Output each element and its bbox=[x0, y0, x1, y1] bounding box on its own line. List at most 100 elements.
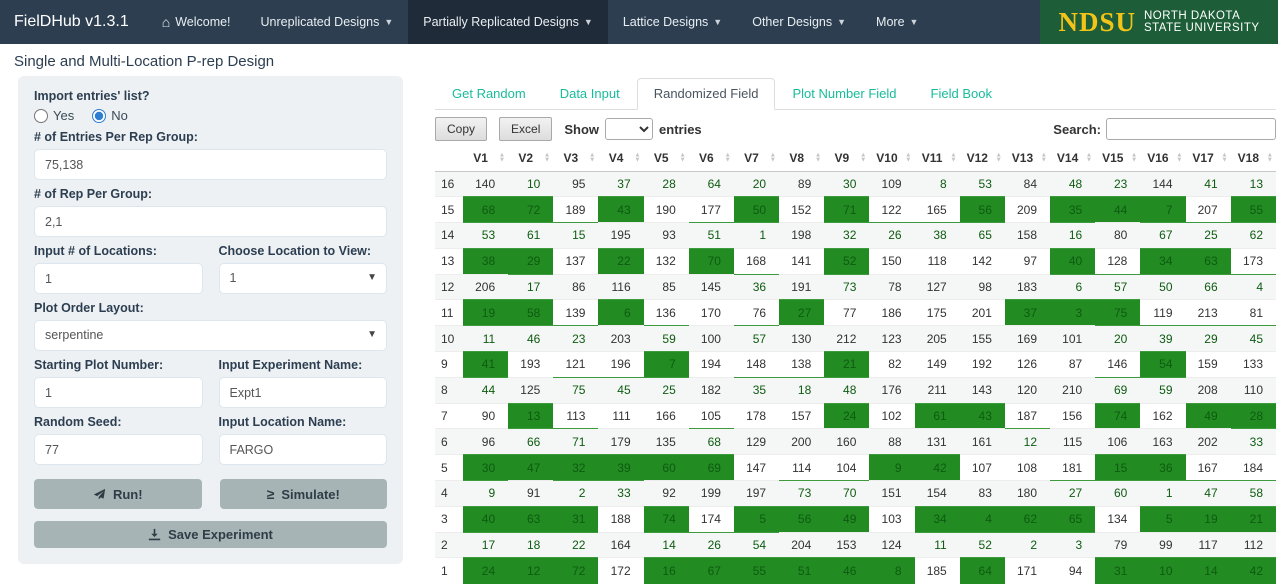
page-length-select[interactable] bbox=[605, 118, 654, 140]
nav-item-welcome[interactable]: ⌂ Welcome! bbox=[147, 0, 246, 44]
nav-item-label: Welcome! bbox=[175, 15, 231, 29]
field-cell: 60 bbox=[643, 454, 689, 481]
nav-item-lattice-designs[interactable]: Lattice Designs ▼ bbox=[608, 0, 737, 44]
column-header-v18[interactable]: V18 ▲ ▼ bbox=[1230, 145, 1276, 172]
column-header-v17[interactable]: V17 ▲ ▼ bbox=[1185, 145, 1231, 172]
field-cell: 57 bbox=[733, 325, 780, 352]
field-cell: 161 bbox=[959, 428, 1005, 455]
field-cell: 8 bbox=[869, 557, 915, 584]
nav-item-other-designs[interactable]: Other Designs ▼ bbox=[737, 0, 861, 44]
experiment-name-input[interactable] bbox=[218, 377, 387, 408]
location-name-input[interactable] bbox=[218, 434, 387, 465]
field-cell: 130 bbox=[779, 325, 825, 352]
column-header-label: V1 bbox=[473, 150, 488, 165]
field-cell: 107 bbox=[959, 454, 1005, 481]
radio-no-label: No bbox=[111, 108, 128, 123]
field-cell: 67 bbox=[1140, 222, 1186, 249]
column-header-label: V5 bbox=[653, 150, 669, 165]
field-cell: 21 bbox=[1230, 505, 1276, 533]
entries-per-rep-input[interactable] bbox=[34, 149, 387, 180]
plot-order-label: Plot Order Layout: bbox=[34, 301, 144, 315]
table-row: 16 140 10 95 37 28 64 20 89 30 109 8 53 84 48 23 144 41 13 bbox=[435, 170, 1276, 197]
column-header-v16[interactable]: V16 ▲ ▼ bbox=[1140, 145, 1186, 172]
field-cell: 210 bbox=[1050, 376, 1096, 404]
column-header-v14[interactable]: V14 ▲ ▼ bbox=[1050, 145, 1096, 172]
rep-per-group-label: # of Rep Per Group: bbox=[34, 187, 153, 201]
column-header-v8[interactable]: V8 ▲ ▼ bbox=[779, 145, 825, 172]
field-cell: 30 bbox=[463, 454, 509, 481]
field-cell: 54 bbox=[1140, 351, 1186, 378]
random-seed-input[interactable] bbox=[34, 434, 203, 465]
field-cell: 75 bbox=[1095, 299, 1141, 326]
tab-plot-number-field[interactable]: Plot Number Field bbox=[792, 86, 897, 101]
column-header-v2[interactable]: V2 ▲ ▼ bbox=[508, 145, 554, 172]
search-input[interactable] bbox=[1106, 118, 1276, 140]
field-cell: 180 bbox=[1004, 480, 1051, 507]
column-header-v11[interactable]: V11 ▲ ▼ bbox=[914, 145, 960, 172]
field-cell: 119 bbox=[1140, 299, 1186, 326]
field-cell: 99 bbox=[1140, 531, 1186, 558]
sort-icon: ▲ ▼ bbox=[1176, 151, 1183, 164]
field-cell: 95 bbox=[553, 170, 599, 197]
tab-data-input[interactable]: Data Input bbox=[559, 86, 620, 101]
column-header-v5[interactable]: V5 ▲ ▼ bbox=[643, 145, 689, 172]
field-cell: 157 bbox=[779, 402, 825, 429]
field-cell: 97 bbox=[1004, 247, 1051, 275]
run-button[interactable]: Run! bbox=[34, 479, 202, 509]
tab-bar: Get Random Data Input Randomized Field Plot… bbox=[435, 78, 1276, 110]
sort-icon: ▲ ▼ bbox=[1085, 151, 1093, 164]
field-cell: 173 bbox=[1230, 247, 1276, 275]
sort-icon: ▲ ▼ bbox=[1130, 151, 1138, 164]
nav-item-unreplicated-designs[interactable]: Unreplicated Designs ▼ bbox=[246, 0, 409, 44]
field-cell: 6 bbox=[598, 299, 644, 326]
column-header-v15[interactable]: V15 ▲ ▼ bbox=[1095, 145, 1141, 172]
field-cell: 36 bbox=[733, 273, 780, 300]
column-header-v7[interactable]: V7 ▲ ▼ bbox=[733, 145, 780, 172]
radio-no-input[interactable] bbox=[92, 108, 107, 123]
sort-icon: ▲ ▼ bbox=[995, 151, 1002, 164]
column-header-v4[interactable]: V4 ▲ ▼ bbox=[598, 145, 644, 172]
row-label: 3 bbox=[435, 505, 463, 533]
field-cell: 116 bbox=[598, 273, 644, 300]
plot-order-select[interactable]: serpentine bbox=[34, 320, 387, 351]
radio-yes[interactable]: Yes bbox=[34, 108, 74, 123]
tab-randomized-field[interactable]: Randomized Field bbox=[636, 78, 776, 110]
nav-item-more[interactable]: More ▼ bbox=[861, 0, 933, 44]
tab-field-book[interactable]: Field Book bbox=[930, 86, 992, 101]
field-cell: 123 bbox=[869, 325, 915, 352]
tab-get-random[interactable]: Get Random bbox=[452, 86, 526, 101]
nav-item-partially-replicated-designs[interactable]: Partially Replicated Designs ▼ bbox=[408, 0, 608, 44]
field-cell: 45 bbox=[1230, 325, 1276, 352]
field-cell: 192 bbox=[959, 351, 1005, 378]
sort-icon: ▲ ▼ bbox=[1266, 151, 1273, 164]
radio-no[interactable]: No bbox=[92, 108, 128, 123]
field-cell: 110 bbox=[1230, 376, 1276, 404]
column-header-v13[interactable]: V13 ▲ ▼ bbox=[1004, 145, 1051, 172]
field-cell: 128 bbox=[1095, 247, 1141, 275]
simulate-button[interactable]: ≥ Simulate! bbox=[219, 479, 387, 509]
column-header-v6[interactable]: V6 ▲ ▼ bbox=[688, 145, 734, 172]
radio-yes-input[interactable] bbox=[34, 108, 48, 123]
field-cell: 53 bbox=[959, 170, 1005, 197]
column-header-v3[interactable]: V3 ▲ ▼ bbox=[553, 145, 599, 172]
column-header-v9[interactable]: V9 ▲ ▼ bbox=[824, 145, 870, 172]
column-header-v10[interactable]: V10 ▲ ▼ bbox=[869, 145, 915, 172]
field-cell: 158 bbox=[1004, 222, 1051, 249]
locations-input[interactable] bbox=[34, 263, 203, 294]
column-header-label: V3 bbox=[563, 150, 579, 165]
row-label: 13 bbox=[435, 247, 463, 275]
copy-button[interactable]: Copy bbox=[435, 117, 488, 141]
excel-button[interactable]: Excel bbox=[499, 117, 553, 141]
nav-item-label: Other Designs bbox=[752, 15, 833, 29]
location-view-select[interactable]: 1 bbox=[218, 263, 387, 294]
field-cell: 41 bbox=[463, 351, 509, 378]
rep-per-group-input[interactable] bbox=[34, 206, 387, 237]
field-cell: 37 bbox=[1004, 299, 1051, 326]
column-header-v1[interactable]: V1 ▲ ▼ bbox=[463, 145, 509, 172]
starting-plot-input[interactable] bbox=[34, 377, 203, 408]
sort-icon: ▲ ▼ bbox=[905, 151, 912, 164]
save-experiment-button[interactable]: Save Experiment bbox=[34, 521, 387, 548]
row-label: 9 bbox=[435, 351, 463, 378]
field-cell: 101 bbox=[1050, 325, 1096, 352]
column-header-v12[interactable]: V12 ▲ ▼ bbox=[959, 145, 1005, 172]
